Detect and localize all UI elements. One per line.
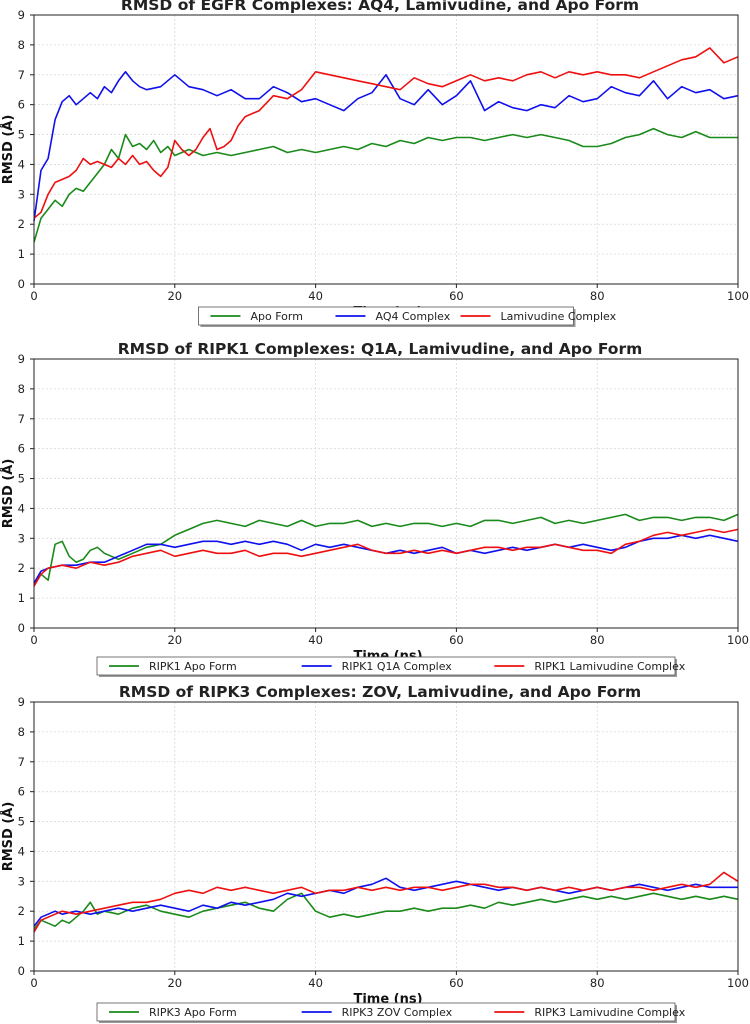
series-line-2 (33, 71, 739, 222)
y-tick-label: 1 (18, 591, 25, 605)
y-tick-label: 4 (18, 501, 25, 515)
y-axis-label: RMSD (Å) (0, 115, 16, 185)
y-tick-label: 6 (18, 98, 25, 112)
x-tick-label: 80 (590, 289, 605, 303)
y-tick-label: 0 (18, 277, 25, 291)
y-tick-label: 1 (18, 934, 25, 948)
series-line-1 (33, 127, 738, 243)
y-tick-label: 9 (18, 352, 25, 366)
x-tick-label: 40 (308, 289, 323, 303)
y-tick-label: 7 (18, 68, 25, 82)
legend: RIPK1 Apo Form RIPK1 Q1A Complex RIPK1 Lam… (96, 656, 686, 677)
chart-title: RMSD of RIPK1 Complexes: Q1A, Lamivudine… (118, 340, 643, 358)
y-tick-label: 3 (18, 531, 25, 545)
legend-box (198, 306, 574, 326)
y-axis-label: RMSD (Å) (0, 802, 16, 872)
series-line-1 (33, 892, 739, 930)
y-tick-label: 9 (18, 8, 25, 22)
x-tick-label: 0 (30, 976, 37, 990)
chart-title: RMSD of EGFR Complexes: AQ4, Lamivudine,… (121, 0, 639, 14)
legend-label: Lamivudine Complex (501, 310, 617, 323)
chart-panel-2: 0 20 40 60 80 100 0 1 2 3 4 5 6 7 8 9 RMSD of RIPK1 Comp… (0, 340, 749, 677)
series-line-3 (33, 871, 739, 933)
y-tick-label: 5 (18, 128, 25, 142)
legend-box (96, 1002, 676, 1022)
series-line-3 (33, 528, 739, 587)
legend: Apo Form AQ4 Complex Lamivudine Complex (198, 306, 617, 327)
legend-label: RIPK1 Q1A Complex (342, 660, 453, 673)
legend-label: RIPK3 ZOV Complex (342, 1006, 453, 1019)
x-tick-label: 100 (727, 976, 749, 990)
plot-frame (33, 701, 739, 972)
x-tick-label: 100 (727, 289, 749, 303)
x-tick-label: 20 (167, 289, 182, 303)
y-tick-label: 8 (18, 38, 25, 52)
legend-label: AQ4 Complex (376, 310, 451, 323)
x-tick-label: 40 (308, 976, 323, 990)
legend: RIPK3 Apo Form RIPK3 ZOV Complex RIPK3 Lam… (96, 1002, 686, 1023)
y-tick-label: 0 (18, 964, 25, 978)
legend-label: RIPK3 Apo Form (149, 1006, 237, 1019)
legend-label: RIPK1 Lamivudine Complex (534, 660, 685, 673)
x-tick-label: 60 (449, 633, 464, 647)
x-tick-label: 0 (30, 633, 37, 647)
y-tick-label: 4 (18, 844, 25, 858)
y-tick-label: 1 (18, 247, 25, 261)
legend-label: RIPK3 Lamivudine Complex (534, 1006, 685, 1019)
legend-label: RIPK1 Apo Form (149, 660, 237, 673)
y-tick-label: 2 (18, 904, 25, 918)
x-tick-label: 100 (727, 633, 749, 647)
y-tick-label: 2 (18, 217, 25, 231)
y-tick-label: 6 (18, 785, 25, 799)
y-tick-label: 5 (18, 472, 25, 486)
chart-title: RMSD of RIPK3 Complexes: ZOV, Lamivudine… (119, 683, 641, 701)
y-tick-label: 6 (18, 442, 25, 456)
plot-frame (33, 358, 739, 629)
y-tick-label: 2 (18, 561, 25, 575)
y-tick-label: 9 (18, 695, 25, 709)
y-tick-label: 3 (18, 874, 25, 888)
legend-label: Apo Form (251, 310, 303, 323)
chart-panel-3: 0 20 40 60 80 100 0 1 2 3 4 5 6 7 8 9 RMSD of RIPK3 Comp… (0, 683, 749, 1023)
x-tick-label: 20 (167, 976, 182, 990)
x-tick-label: 80 (590, 633, 605, 647)
y-tick-label: 7 (18, 412, 25, 426)
x-tick-label: 0 (30, 289, 37, 303)
y-tick-label: 8 (18, 382, 25, 396)
y-tick-label: 8 (18, 725, 25, 739)
x-tick-label: 60 (449, 976, 464, 990)
chart-panel-1: 0 20 40 60 80 100 0 1 2 3 4 5 6 7 8 9 RMSD of EGFR Compl… (0, 0, 749, 327)
y-axis-label: RMSD (Å) (0, 459, 16, 529)
y-tick-label: 5 (18, 815, 25, 829)
series-line-1 (33, 513, 739, 584)
legend-box (96, 656, 676, 676)
series-line-3 (33, 47, 739, 219)
x-tick-label: 60 (449, 289, 464, 303)
y-tick-label: 7 (18, 755, 25, 769)
plot-frame (33, 14, 739, 285)
y-tick-label: 4 (18, 157, 25, 171)
x-tick-label: 80 (590, 976, 605, 990)
y-tick-label: 0 (18, 621, 25, 635)
x-tick-label: 20 (167, 633, 182, 647)
x-tick-label: 40 (308, 633, 323, 647)
y-tick-label: 3 (18, 187, 25, 201)
